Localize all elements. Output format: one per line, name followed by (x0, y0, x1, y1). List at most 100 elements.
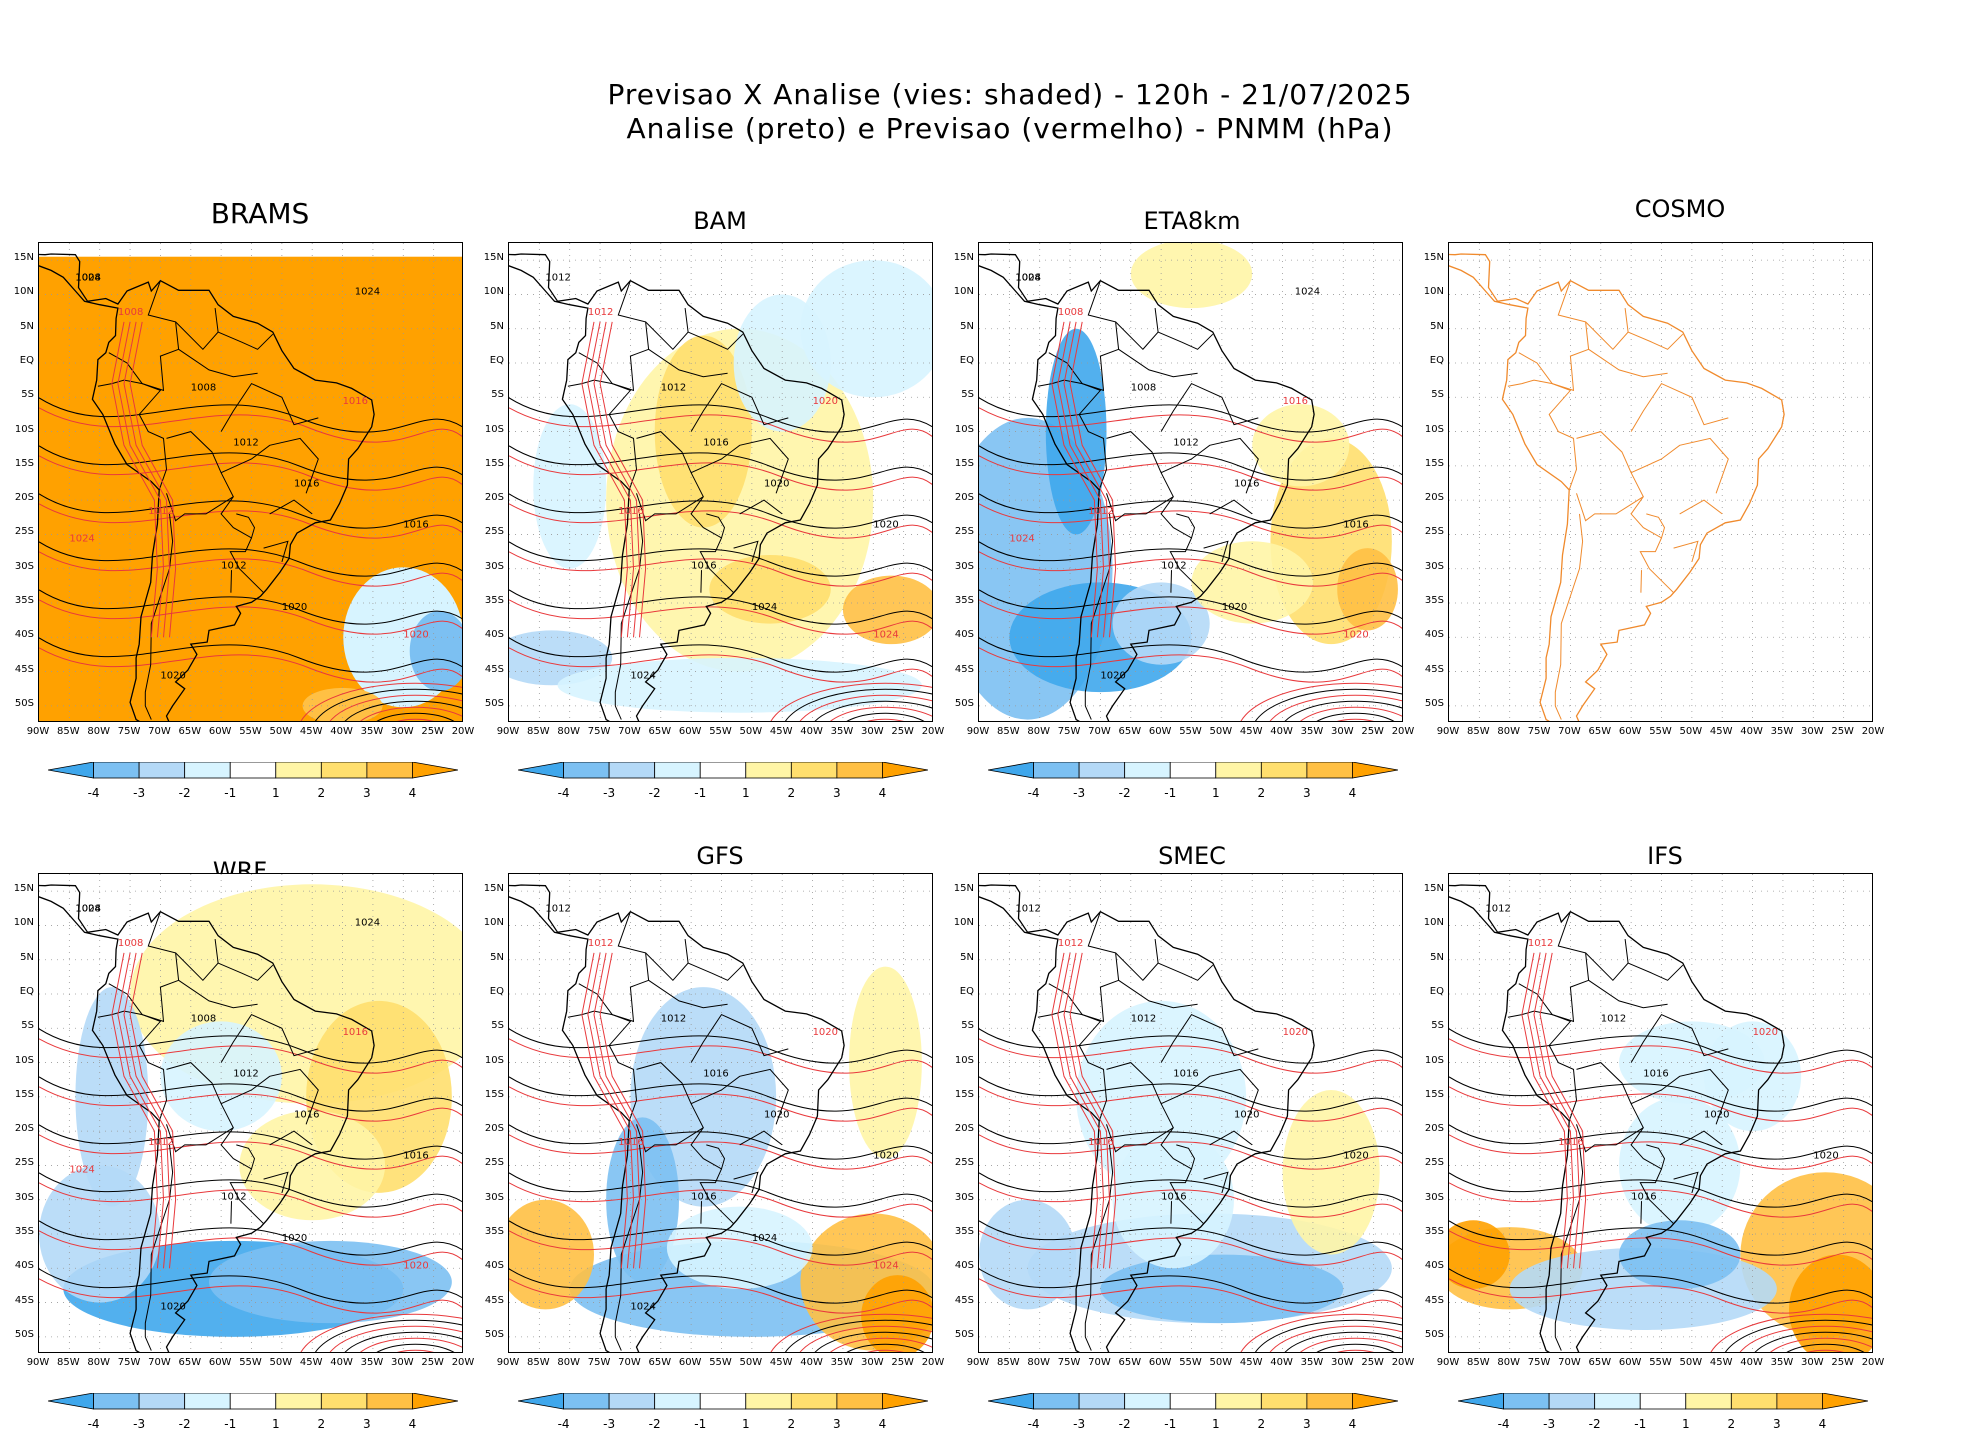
isobar-label: 1024 (69, 533, 94, 544)
lon-label: 30W (1330, 726, 1354, 737)
lon-label: 80W (1027, 726, 1051, 737)
lat-label: 50S (14, 697, 34, 709)
colorbar-label: 2 (1257, 1417, 1266, 1431)
colorbar-swatch (1260, 762, 1308, 779)
colorbar-label: 4 (1348, 786, 1357, 800)
colorbar-label: 1 (1211, 1417, 1220, 1431)
lon-label: 25W (891, 1357, 914, 1368)
lat-label: 15S (1424, 457, 1444, 469)
lon-label: 35W (1300, 726, 1324, 737)
isobar-label: 1008 (75, 904, 100, 915)
isobar-label: 1016 (703, 437, 728, 448)
isobar-label: 1020 (1234, 1109, 1259, 1120)
lon-label: 85W (527, 1357, 550, 1368)
colorbar-label: 1 (741, 786, 750, 800)
lon-label: 60W (1148, 726, 1172, 737)
colorbar-label: -3 (133, 1417, 146, 1431)
lon-label: 65W (178, 1357, 202, 1368)
lat-label: 35S (954, 1226, 974, 1237)
isobar-label: 1012 (1088, 506, 1113, 517)
lat-label: 15S (484, 1088, 504, 1100)
colorbar-swatch (654, 762, 701, 779)
colorbar-swatch (1124, 1393, 1171, 1410)
lat-label: 10N (13, 286, 34, 298)
colorbar-label: -2 (1118, 1417, 1131, 1431)
isobar-label: 1016 (1643, 1068, 1668, 1079)
lat-label: 10S (14, 423, 34, 435)
lat-label: 30S (1424, 1191, 1444, 1203)
colorbar-label: 1 (271, 786, 280, 800)
colorbar-swatch (988, 762, 1034, 779)
isobar-label: 1016 (343, 396, 368, 407)
lon-label: 85W (57, 1357, 80, 1368)
isobar-label: 1016 (1173, 1068, 1198, 1079)
lon-label: 35W (830, 1357, 854, 1368)
lat-label: 45S (484, 663, 504, 675)
lat-label: 5S (491, 1020, 504, 1032)
lon-label: 85W (1467, 726, 1490, 737)
lat-label: 10N (953, 917, 974, 929)
map-cosmo (1448, 242, 1873, 722)
lon-label: 40W (1740, 1357, 1763, 1368)
lon-label: 20W (1391, 726, 1415, 737)
isobar-label: 1016 (1343, 520, 1368, 531)
colorbar-swatch (882, 1393, 928, 1410)
lon-label: 75W (587, 726, 611, 737)
lat-label: 15N (953, 883, 974, 895)
isobar-label: 1024 (873, 629, 898, 640)
colorbar-swatch (1169, 762, 1217, 779)
colorbar-label: 2 (787, 1417, 796, 1431)
isobar-label: 1020 (160, 1301, 185, 1312)
panel-title-ifs: IFS (1647, 842, 1683, 870)
lat-label: 15N (1423, 252, 1444, 264)
bias-shading (39, 256, 462, 721)
lat-label: 40S (484, 1260, 504, 1272)
isobar-label: 1012 (661, 382, 686, 393)
lon-label: 20W (921, 1357, 945, 1368)
lat-label: 50S (484, 697, 504, 709)
colorbar-label: 4 (1348, 1417, 1357, 1431)
colorbar-swatch (138, 1393, 186, 1410)
colorbar-brams: -4 -3 -2 -1 1 2 3 4 (48, 762, 458, 802)
lon-label: 90W (966, 1357, 990, 1368)
lat-label: 45S (1424, 663, 1444, 675)
isobar-label: 1012 (1131, 1013, 1156, 1024)
lon-label: 90W (1436, 1357, 1460, 1368)
lat-label: 5S (961, 1020, 974, 1032)
lat-label: EQ (489, 986, 504, 997)
lon-label: 40W (330, 726, 353, 737)
panel-title-smec: SMEC (1158, 842, 1226, 870)
lat-label: 35S (954, 595, 974, 606)
lon-label: 45W (299, 1357, 323, 1368)
lon-label: 30W (860, 1357, 884, 1368)
colorbar-swatch (229, 1393, 277, 1410)
colorbar-bam: -4 -3 -2 -1 1 2 3 4 (518, 762, 928, 802)
lat-label: 25S (14, 526, 34, 538)
lon-label: 20W (1861, 1357, 1885, 1368)
colorbar-swatch (882, 762, 928, 779)
lon-label: 90W (26, 726, 50, 737)
lat-label: 15S (14, 457, 34, 469)
colorbar-label: 2 (1257, 786, 1266, 800)
bias-shading (979, 1000, 1392, 1324)
lat-label: 5S (961, 389, 974, 401)
isobar-label: 1024 (873, 1260, 898, 1271)
lat-label: 10S (1424, 423, 1444, 435)
isobar-label: 1020 (160, 670, 185, 681)
isobar-label: 1008 (1015, 273, 1040, 284)
lon-label: 45W (1709, 726, 1733, 737)
colorbar-label: -1 (224, 786, 237, 800)
colorbar-swatch (518, 762, 564, 779)
lat-label: 5N (1430, 320, 1444, 332)
lon-label: 55W (709, 1357, 732, 1368)
isobar-label: 1016 (703, 1068, 728, 1079)
isobar-label: 1024 (1295, 286, 1320, 297)
lat-label: 20S (1424, 1123, 1444, 1135)
colorbar-label: -1 (694, 786, 707, 800)
lat-label: 10S (954, 1054, 974, 1066)
lat-label: 15N (13, 252, 34, 264)
isobar-label: 1012 (1528, 938, 1553, 949)
colorbar-label: -1 (1164, 786, 1177, 800)
lon-label: 90W (1436, 726, 1460, 737)
isobar-label: 1008 (1058, 307, 1083, 318)
